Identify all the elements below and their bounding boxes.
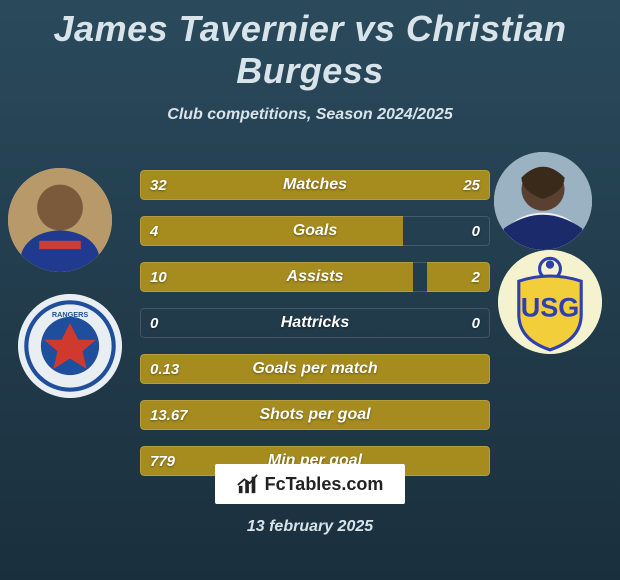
footer-brand-text: FcTables.com	[265, 474, 384, 495]
stat-row: 102Assists	[140, 262, 490, 292]
club-left-icon: RANGERS	[18, 294, 122, 398]
player-left-avatar	[8, 168, 112, 272]
chart-icon	[237, 473, 259, 495]
stat-label: Goals per match	[140, 354, 490, 384]
avatar-right-icon	[494, 152, 592, 250]
page-subtitle: Club competitions, Season 2024/2025	[0, 106, 620, 124]
stat-row: 00Hattricks	[140, 308, 490, 338]
stat-row: 13.67Shots per goal	[140, 400, 490, 430]
stat-label: Goals	[140, 216, 490, 246]
footer-brand-badge: FcTables.com	[215, 464, 405, 504]
club-left-logo: RANGERS	[18, 294, 122, 398]
stat-label: Matches	[140, 170, 490, 200]
stat-label: Assists	[140, 262, 490, 292]
club-right-icon: USG	[498, 250, 602, 354]
stat-label: Shots per goal	[140, 400, 490, 430]
page-title: James Tavernier vs Christian Burgess	[0, 0, 620, 92]
comparison-content: RANGERS USG 3225Matches 40Goals 102Assists…	[0, 152, 620, 482]
club-right-logo: USG	[498, 250, 602, 354]
stat-label: Hattricks	[140, 308, 490, 338]
avatar-left-icon	[8, 168, 112, 272]
player-right-avatar	[494, 152, 592, 250]
stat-bars: 3225Matches 40Goals 102Assists 00Hattricks 0…	[140, 170, 490, 492]
stat-row: 0.13Goals per match	[140, 354, 490, 384]
stat-row: 40Goals	[140, 216, 490, 246]
svg-text:USG: USG	[521, 293, 580, 323]
footer-date: 13 february 2025	[0, 518, 620, 536]
stat-row: 3225Matches	[140, 170, 490, 200]
svg-text:RANGERS: RANGERS	[52, 310, 88, 319]
